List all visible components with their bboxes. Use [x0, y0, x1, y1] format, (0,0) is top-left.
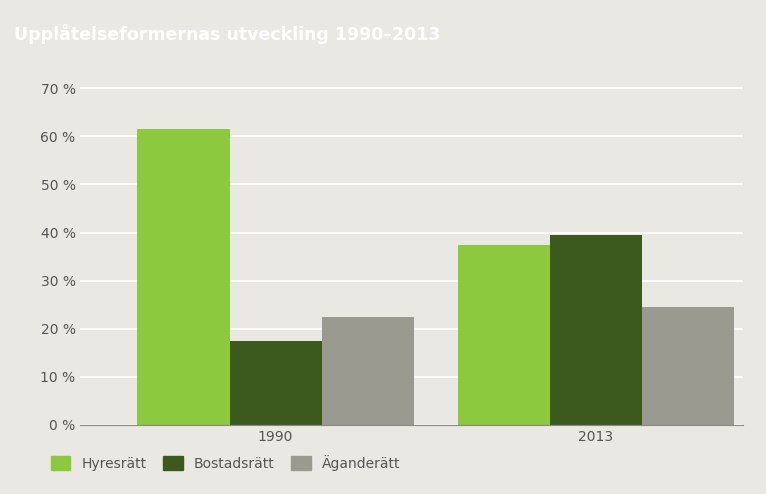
Text: Upplåtelseformernas utveckling 1990–2013: Upplåtelseformernas utveckling 1990–2013	[14, 24, 440, 44]
Bar	[137, 129, 230, 425]
Legend: Hyresrätt, Bostadsrätt, Äganderätt: Hyresrätt, Bostadsrätt, Äganderätt	[45, 450, 406, 476]
Bar	[642, 307, 734, 425]
Bar	[230, 341, 322, 425]
Bar	[550, 235, 642, 425]
Bar	[458, 245, 550, 425]
Bar	[322, 317, 414, 425]
